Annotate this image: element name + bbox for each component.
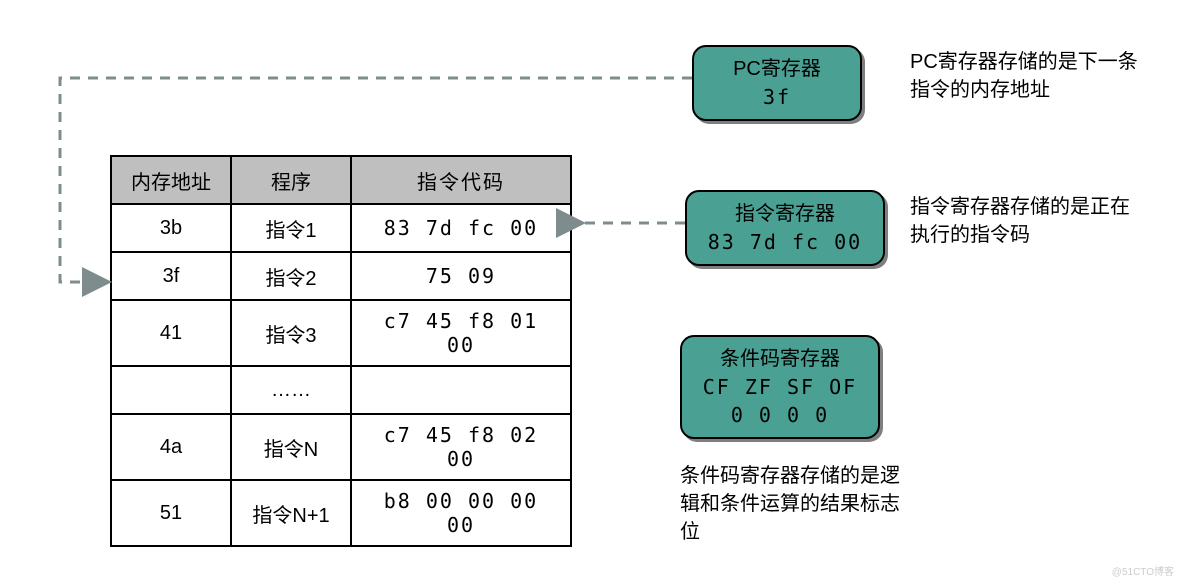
cell-code: 75 09: [351, 252, 571, 300]
cell-code: [351, 366, 571, 414]
col-header-prog: 程序: [231, 156, 351, 204]
condition-code-register-values: 0 0 0 0: [698, 401, 862, 429]
instruction-register-title: 指令寄存器: [703, 200, 867, 228]
cell-code: c7 45 f8 01 00: [351, 300, 571, 366]
table-row: 51 指令N+1 b8 00 00 00 00: [111, 480, 571, 546]
instruction-register-desc: 指令寄存器存储的是正在执行的指令码: [910, 193, 1140, 249]
cell-addr: 4a: [111, 414, 231, 480]
cell-prog: 指令N+1: [231, 480, 351, 546]
col-header-addr: 内存地址: [111, 156, 231, 204]
cell-addr: 51: [111, 480, 231, 546]
table-row: 3f 指令2 75 09: [111, 252, 571, 300]
cell-code: c7 45 f8 02 00: [351, 414, 571, 480]
cell-addr: 3b: [111, 204, 231, 252]
cell-addr: 41: [111, 300, 231, 366]
cell-prog: ……: [231, 366, 351, 414]
table-row: 4a 指令N c7 45 f8 02 00: [111, 414, 571, 480]
cell-prog: 指令1: [231, 204, 351, 252]
pc-register-title: PC寄存器: [710, 55, 844, 83]
table-body: 3b 指令1 83 7d fc 00 3f 指令2 75 09 41 指令3 c…: [111, 204, 571, 546]
table-row: 3b 指令1 83 7d fc 00: [111, 204, 571, 252]
table-header-row: 内存地址 程序 指令代码: [111, 156, 571, 204]
cell-addr: [111, 366, 231, 414]
condition-code-register-box: 条件码寄存器 CF ZF SF OF 0 0 0 0: [680, 335, 880, 439]
watermark: @51CTO博客: [1112, 563, 1174, 578]
pc-register-box: PC寄存器 3f: [692, 45, 862, 121]
cell-prog: 指令3: [231, 300, 351, 366]
cell-addr: 3f: [111, 252, 231, 300]
col-header-code: 指令代码: [351, 156, 571, 204]
table-row: ……: [111, 366, 571, 414]
instruction-table: 内存地址 程序 指令代码 3b 指令1 83 7d fc 00 3f 指令2 7…: [110, 155, 572, 547]
cell-prog: 指令N: [231, 414, 351, 480]
condition-code-register-desc: 条件码寄存器存储的是逻辑和条件运算的结果标志位: [680, 462, 900, 546]
condition-code-register-title: 条件码寄存器: [698, 345, 862, 373]
cell-code: b8 00 00 00 00: [351, 480, 571, 546]
cell-code: 83 7d fc 00: [351, 204, 571, 252]
pc-register-desc: PC寄存器存储的是下一条指令的内存地址: [910, 48, 1140, 104]
instruction-register-box: 指令寄存器 83 7d fc 00: [685, 190, 885, 266]
instruction-register-value: 83 7d fc 00: [703, 228, 867, 256]
table-row: 41 指令3 c7 45 f8 01 00: [111, 300, 571, 366]
condition-code-register-flags: CF ZF SF OF: [698, 373, 862, 401]
cell-prog: 指令2: [231, 252, 351, 300]
pc-register-value: 3f: [710, 83, 844, 111]
